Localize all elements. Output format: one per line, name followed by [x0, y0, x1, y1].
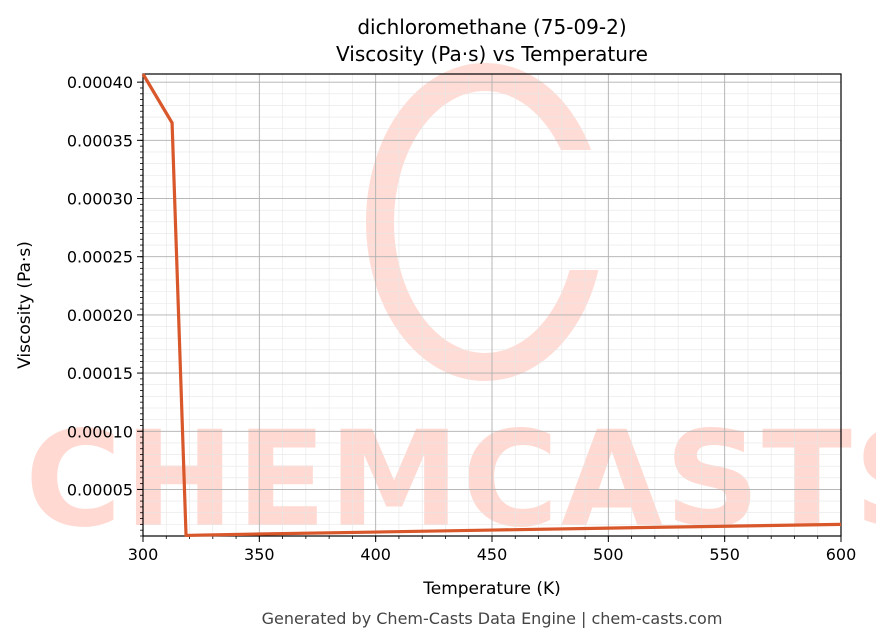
x-tick-label: 550 — [709, 545, 740, 564]
x-tick-label: 350 — [244, 545, 275, 564]
axis-ticks: 300 350 400 450 500 550 600 0.00005 0.00010 0.000… — [67, 73, 856, 564]
y-tick-label: 0.00010 — [67, 422, 133, 441]
x-tick-label: 500 — [593, 545, 624, 564]
footer-credit: Generated by Chem-Casts Data Engine | ch… — [262, 609, 723, 628]
series-line-viscosity — [141, 73, 842, 538]
y-tick-label: 0.00020 — [67, 306, 133, 325]
y-tick-label: 0.00005 — [67, 480, 133, 499]
x-tick-label: 450 — [477, 545, 508, 564]
x-tick-label: 400 — [360, 545, 391, 564]
x-axis-label: Temperature (K) — [422, 579, 561, 599]
watermark-text: CHEMCASTS — [25, 403, 876, 557]
watermark: CHEMCASTS — [25, 63, 876, 557]
y-tick-label: 0.00015 — [67, 364, 133, 383]
series-layer — [141, 73, 842, 538]
chart-subtitle: Viscosity (Pa·s) vs Temperature — [336, 42, 648, 66]
y-tick-label: 0.00025 — [67, 248, 133, 267]
chart-title: dichloromethane (75-09-2) — [357, 15, 626, 39]
y-tick-label: 0.00035 — [67, 131, 133, 150]
y-tick-label: 0.00040 — [67, 73, 133, 92]
x-tick-label: 300 — [128, 545, 159, 564]
y-axis-label: Viscosity (Pa·s) — [15, 241, 35, 369]
x-tick-label: 600 — [826, 545, 857, 564]
y-tick-label: 0.00030 — [67, 190, 133, 209]
